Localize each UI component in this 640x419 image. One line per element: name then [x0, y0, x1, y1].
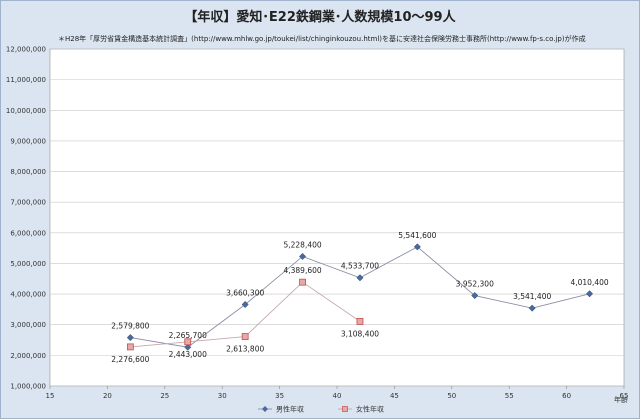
y-tick-label: 3,000,000 [10, 321, 46, 329]
legend-label: 女性年収 [356, 405, 384, 414]
female-data-point [126, 343, 134, 351]
data-label: 3,108,400 [341, 329, 379, 338]
y-axis: 1,000,000 2,000,000 3,000,000 4,000,000 5,00… [6, 46, 46, 391]
y-tick-label: 8,000,000 [10, 168, 46, 176]
x-tick-label: 65 [620, 392, 629, 400]
y-tick-label: 7,000,000 [10, 199, 46, 207]
male-data-point [413, 243, 421, 251]
female-data-point [241, 333, 249, 340]
grid [50, 48, 624, 387]
y-tick-label: 11,000,000 [6, 76, 46, 84]
female-data-point [184, 338, 192, 346]
male-data-point [356, 274, 364, 282]
x-axis: 15 20 25 30 35 40 45 50 55 60 65 [46, 386, 629, 400]
plot-area [49, 48, 625, 387]
x-tick-label: 60 [562, 392, 571, 400]
x-tick-label: 50 [447, 392, 456, 400]
x-axis-label: 年齢 [614, 395, 628, 404]
data-label: 2,276,600 [111, 355, 149, 364]
x-tick-label: 25 [160, 392, 169, 400]
chart-subtitle: ＊H28年「厚労省賃金構造基本統計調査」(http://www.mhlw.go.… [58, 35, 586, 43]
data-label: 2,613,800 [226, 345, 264, 354]
y-tick-label: 12,000,000 [6, 46, 46, 54]
x-tick-label: 30 [218, 392, 227, 400]
female-data-point [356, 318, 364, 325]
y-tick-label: 2,000,000 [10, 352, 46, 360]
y-tick-label: 9,000,000 [10, 137, 46, 145]
male-data-point [471, 291, 479, 300]
data-label: 2,443,000 [169, 350, 207, 359]
data-label: 2,265,700 [169, 331, 207, 340]
male-data-point [586, 290, 594, 298]
x-tick-label: 15 [46, 392, 55, 400]
data-label: 3,660,300 [226, 288, 264, 297]
x-tick-label: 40 [333, 392, 342, 400]
y-tick-label: 10,000,000 [6, 107, 46, 115]
x-tick-label: 45 [390, 392, 399, 400]
data-labels: 2,579,800 2,265,700 3,660,300 5,228,400 4,53… [111, 231, 609, 364]
x-tick-label: 35 [275, 392, 284, 400]
male-data-point [299, 252, 307, 261]
male-data-point [126, 334, 134, 342]
data-label: 5,228,400 [283, 240, 321, 249]
y-tick-label: 6,000,000 [10, 229, 46, 237]
data-label: 5,541,600 [398, 231, 436, 240]
male-data-point [184, 343, 192, 351]
data-label: 4,010,400 [570, 278, 608, 287]
legend-marker-diamond [262, 406, 268, 412]
data-label: 2,579,800 [111, 322, 149, 331]
male-data-point [241, 300, 249, 309]
x-tick-label: 20 [103, 392, 112, 400]
x-tick-label: 55 [505, 392, 514, 400]
female-data-point [299, 278, 306, 286]
series-markers [126, 243, 594, 351]
chart-title: 【年収】愛知･E22鉄鋼業･人数規模10～99人 [184, 10, 456, 25]
legend: 男性年収 女性年収 [258, 405, 384, 414]
y-tick-label: 1,000,000 [10, 383, 46, 391]
data-label: 3,541,400 [513, 292, 551, 301]
y-tick-label: 4,000,000 [10, 291, 46, 299]
y-tick-label: 5,000,000 [10, 260, 46, 268]
male-data-point [528, 304, 536, 312]
data-label: 4,389,600 [283, 266, 321, 275]
data-label: 4,533,700 [341, 262, 379, 271]
legend-marker-square [342, 406, 348, 412]
data-label: 3,952,300 [456, 280, 494, 289]
legend-label: 男性年収 [276, 405, 304, 414]
